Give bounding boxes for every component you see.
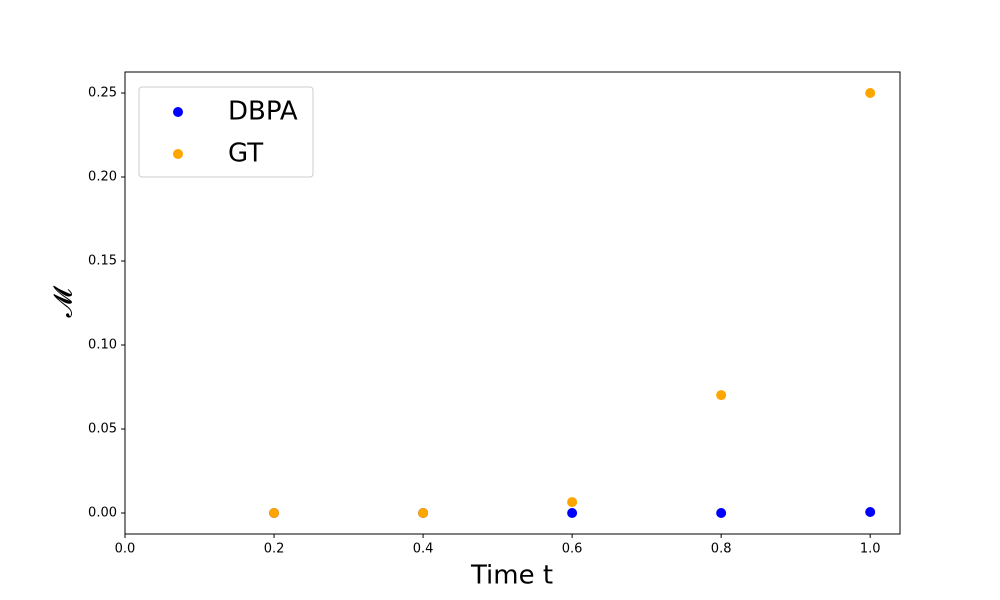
y-tick-label: 0.20: [88, 170, 117, 185]
y-tick-label: 0.15: [88, 254, 117, 269]
x-tick-label: 0.6: [562, 542, 583, 557]
point: [418, 508, 429, 518]
legend-label: DBPA: [228, 97, 298, 127]
x-tick-label: 0.0: [115, 542, 136, 557]
y-tick-label: 0.05: [88, 422, 117, 437]
x-axis-label: Time t: [470, 561, 553, 591]
x-tick-label: 1.0: [860, 542, 881, 557]
legend-label: GT: [228, 139, 263, 169]
y-tick-label: 0.25: [88, 86, 117, 101]
legend-marker: [173, 149, 183, 159]
plot-frame: [124, 71, 901, 535]
x-tick-label: 0.2: [264, 542, 285, 557]
x-tick-label: 0.4: [413, 542, 434, 557]
point: [716, 508, 727, 518]
point: [865, 506, 876, 517]
y-axis-label: 𝓜: [49, 286, 79, 318]
point: [269, 508, 280, 518]
point: [567, 497, 578, 508]
point: [865, 88, 876, 98]
y-tick-label: 0.10: [88, 338, 117, 353]
x-tick-label: 0.8: [711, 542, 732, 557]
point: [567, 508, 578, 518]
y-tick-label: 0.00: [88, 506, 117, 521]
point: [716, 390, 727, 401]
legend-marker: [173, 107, 183, 117]
